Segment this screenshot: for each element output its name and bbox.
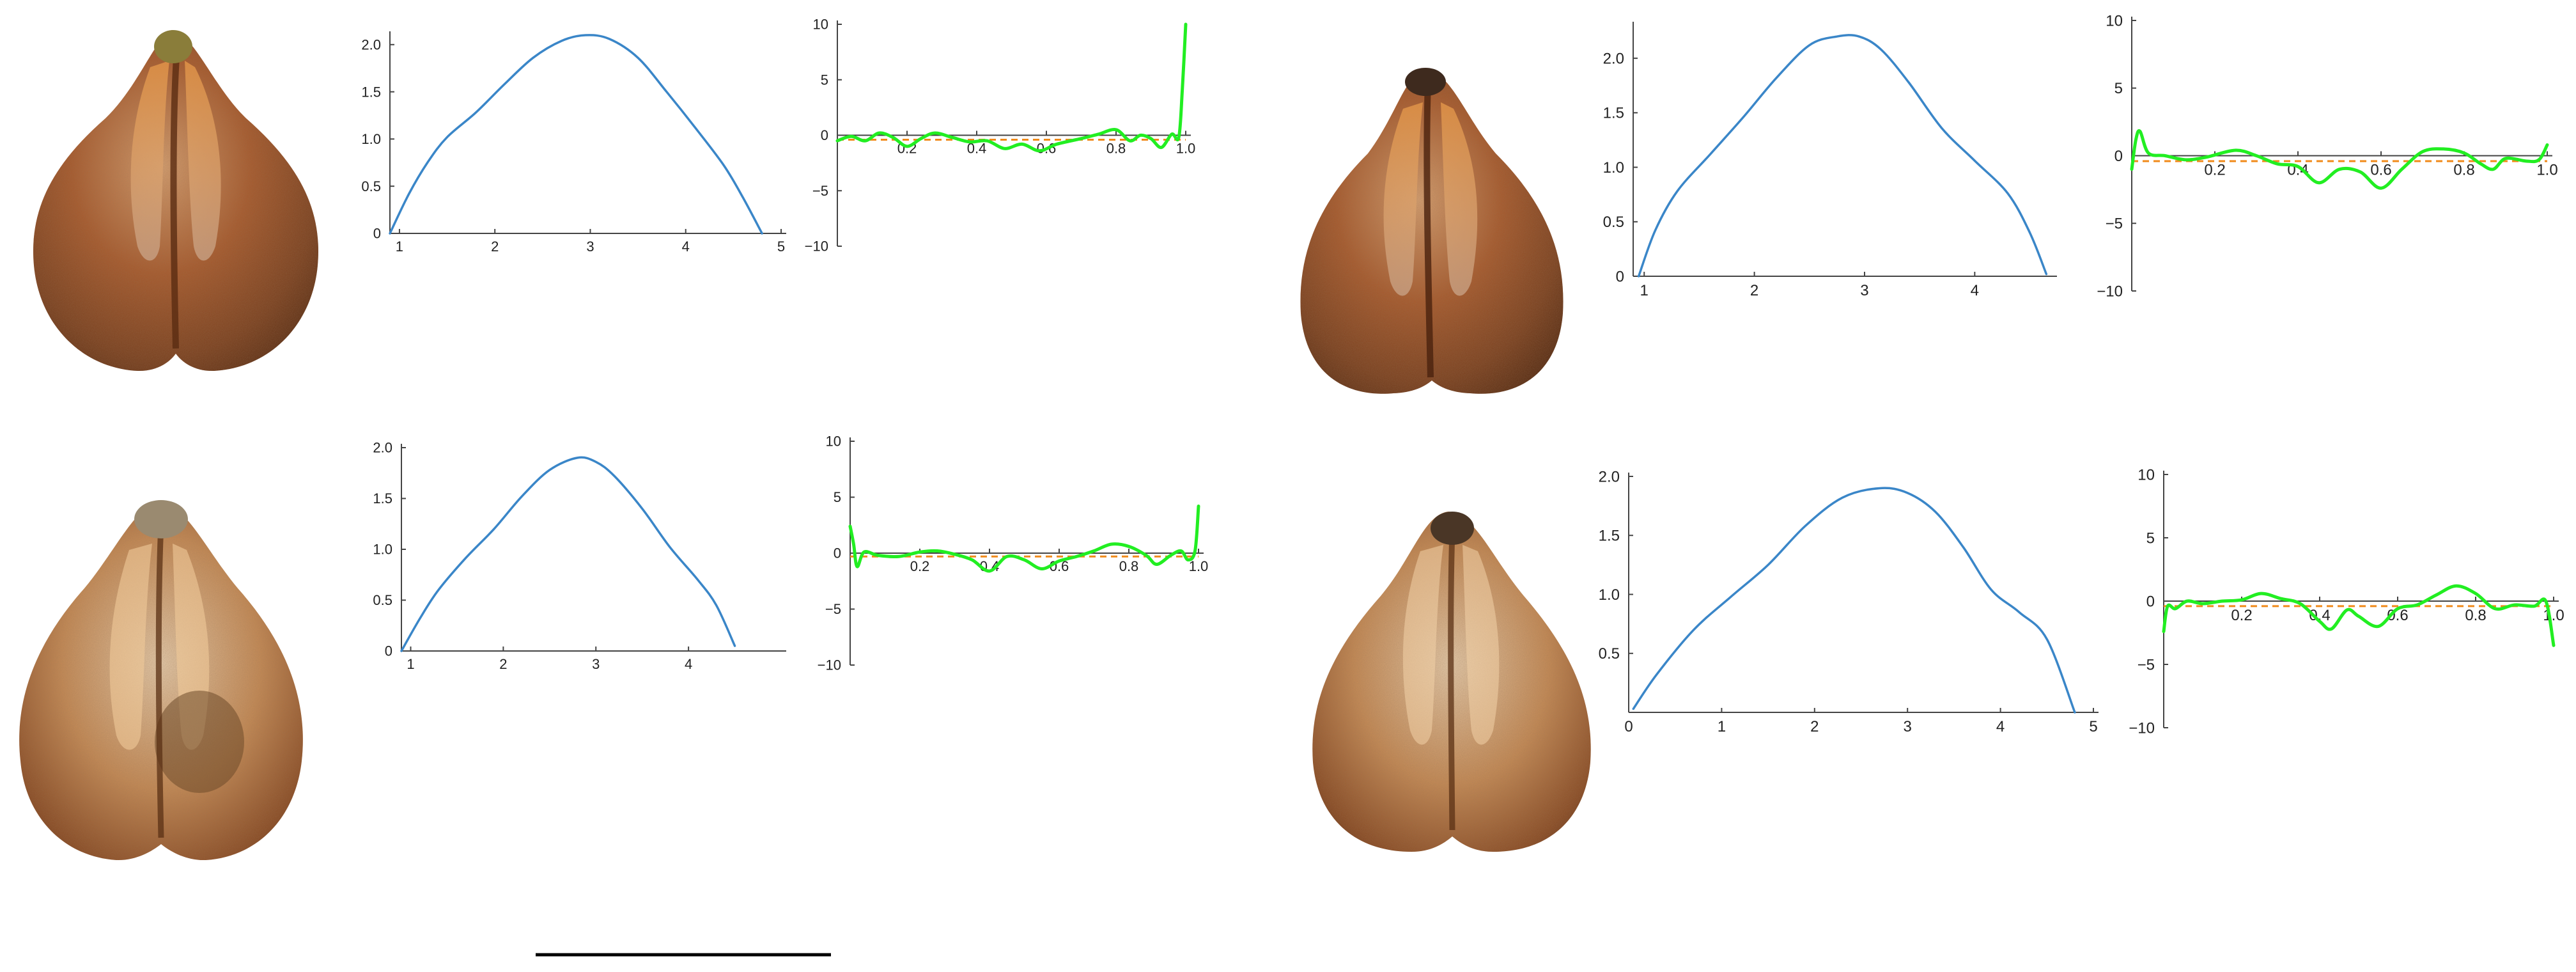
seed-photo-4: [1312, 512, 1591, 852]
x-tick-label: 0.2: [2204, 162, 2225, 179]
y-tick-label: 0: [1616, 268, 1624, 285]
y-tick-label: 5: [834, 489, 841, 505]
seed-photo-1: [33, 30, 319, 372]
residual-series-line: [2162, 584, 2556, 647]
x-tick-label: 0.2: [2231, 607, 2252, 624]
profile-chart-1: 1 2 3 4 5 0 0.5 1.0 1.5 2.0: [361, 31, 786, 255]
x-tick-label: 4: [685, 656, 692, 672]
profile-chart-4: 0 1 2 3 4 5 0.5 1.0 1.5 2.0: [1599, 468, 2099, 735]
profile-chart-2: 1 2 3 4 0 0.5 1.0 1.5 2.0: [373, 440, 786, 672]
x-tick-label: 0.8: [1119, 558, 1139, 574]
y-tick-label: 0: [2114, 148, 2123, 165]
y-tick-label: −5: [2138, 656, 2155, 673]
x-tick-label: 4: [1996, 718, 2005, 735]
y-tick-label: 0: [834, 545, 841, 561]
profile-series-line: [400, 456, 736, 652]
y-tick-label: −5: [812, 183, 828, 199]
y-tick-label: 10: [826, 434, 841, 450]
residual-series-line: [2130, 129, 2549, 190]
profile-series-line: [1637, 34, 2048, 278]
x-tick-label: 3: [592, 656, 600, 672]
x-tick-label: 0.8: [2453, 162, 2474, 179]
y-tick-label: 1.5: [361, 84, 381, 100]
y-tick-label: 1.0: [361, 131, 381, 147]
y-tick-label: 0.5: [1599, 645, 1620, 662]
y-tick-label: 2.0: [361, 36, 381, 52]
profile-chart-3: 1 2 3 4 0 0.5 1.0 1.5 2.0: [1603, 22, 2057, 299]
x-tick-label: 1: [1640, 282, 1649, 299]
y-tick-label: −10: [2129, 719, 2155, 737]
x-tick-label: 1: [396, 239, 403, 255]
y-tick-label: 2.0: [1599, 468, 1620, 485]
y-tick-label: 10: [813, 17, 828, 33]
y-tick-label: −10: [805, 239, 828, 255]
x-tick-label: 0.2: [910, 558, 930, 574]
y-tick-label: 0: [385, 643, 392, 659]
x-tick-label: 1: [407, 656, 414, 672]
x-tick-label: 4: [682, 239, 690, 255]
y-tick-label: 10: [2138, 466, 2155, 483]
x-tick-label: 0.6: [2370, 162, 2391, 179]
x-tick-label: 0.8: [1106, 141, 1126, 157]
x-tick-label: 2: [1750, 282, 1758, 299]
seed-photo-3: [1300, 68, 1563, 394]
y-tick-label: −5: [825, 601, 841, 617]
seed-photo-2: [19, 500, 303, 861]
x-tick-label: 2: [1810, 718, 1819, 735]
x-tick-label: 3: [1860, 282, 1868, 299]
x-tick-label: 5: [777, 239, 785, 255]
x-tick-label: 3: [1904, 718, 1912, 735]
y-tick-label: 0: [373, 226, 381, 242]
residual-series-line: [835, 22, 1188, 153]
x-tick-label: 1.0: [2536, 162, 2557, 179]
x-tick-label: 1: [1718, 718, 1726, 735]
y-tick-label: −10: [2097, 283, 2123, 300]
y-tick-label: 0: [2146, 593, 2155, 610]
y-tick-label: 1.0: [1603, 159, 1624, 176]
y-tick-label: −5: [2106, 216, 2123, 233]
x-tick-label: 3: [586, 239, 594, 255]
y-tick-label: 1.0: [1599, 586, 1620, 604]
y-tick-label: 2.0: [373, 440, 392, 456]
y-tick-label: −10: [818, 657, 841, 673]
profile-series-line: [389, 34, 763, 235]
x-tick-label: 4: [1971, 282, 1979, 299]
y-tick-label: 0.5: [1603, 214, 1624, 231]
x-tick-label: 1.0: [1176, 141, 1196, 157]
residual-series-line: [848, 505, 1200, 573]
y-tick-label: 5: [2114, 80, 2123, 97]
x-tick-label: 1.0: [1189, 558, 1209, 574]
x-tick-label: 5: [2089, 718, 2097, 735]
y-tick-label: 0: [821, 127, 828, 143]
y-tick-label: 0.5: [361, 178, 381, 194]
x-tick-label: 1.0: [2543, 607, 2564, 624]
y-tick-label: 0.5: [373, 592, 392, 608]
profile-series-line: [1632, 487, 2076, 714]
y-tick-label: 1.5: [1599, 528, 1620, 545]
y-tick-label: 1.0: [373, 542, 392, 558]
y-tick-label: 1.5: [1603, 105, 1624, 122]
y-tick-label: 5: [821, 72, 828, 88]
y-tick-label: 1.5: [373, 490, 392, 506]
y-tick-label: 2.0: [1603, 51, 1624, 68]
x-tick-label: 0: [1624, 718, 1633, 735]
x-tick-label: 2: [499, 656, 507, 672]
y-tick-label: 10: [2106, 12, 2123, 29]
x-tick-label: 2: [491, 239, 499, 255]
y-tick-label: 5: [2146, 529, 2155, 547]
x-tick-label: 0.8: [2465, 607, 2486, 624]
